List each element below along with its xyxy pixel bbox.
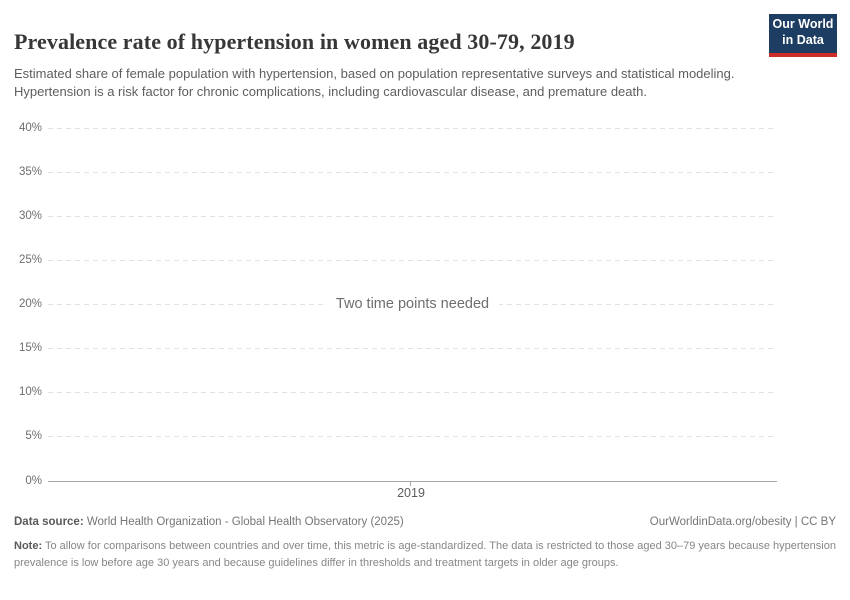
xtick-label-2019: 2019: [397, 486, 425, 500]
x-axis-line: [48, 481, 777, 482]
gridline: [48, 216, 777, 217]
empty-state-message-row: Two time points needed: [48, 294, 777, 314]
gridline: [48, 436, 777, 437]
chart-subtitle: Estimated share of female population wit…: [14, 66, 735, 99]
gridline: [48, 172, 777, 173]
ytick-label: 5%: [25, 430, 42, 442]
note-label: Note:: [14, 540, 43, 552]
gridline: [48, 128, 777, 129]
gridline: [48, 392, 777, 393]
ytick-label: 0%: [25, 475, 42, 487]
owid-logo-line1: Our World: [772, 17, 834, 31]
note-text: To allow for comparisons between countri…: [14, 540, 836, 569]
ytick-label: 15%: [18, 342, 42, 354]
data-source-label: Data source:: [14, 516, 84, 528]
footer-note: Note: To allow for comparisons between c…: [14, 538, 836, 572]
data-source-text: World Health Organization - Global Healt…: [86, 516, 404, 528]
ytick-label: 30%: [18, 210, 42, 222]
xaxis-tick-mark: [410, 481, 411, 486]
empty-state-message: Two time points needed: [325, 294, 500, 314]
ytick-label: 10%: [18, 386, 42, 398]
owid-logo[interactable]: Our World in Data: [769, 14, 837, 57]
gridline: [48, 348, 777, 349]
ytick-label: 25%: [18, 254, 42, 266]
footer-data-source: Data source: World Health Organization -…: [14, 516, 404, 528]
owid-logo-line2: in Data: [782, 32, 824, 47]
gridline: [48, 260, 777, 261]
attribution-link[interactable]: OurWorldinData.org/obesity | CC BY: [649, 516, 836, 528]
ytick-label: 35%: [18, 166, 42, 178]
ytick-label: 20%: [18, 298, 42, 310]
chart-title: Prevalence rate of hypertension in women…: [14, 28, 575, 54]
ytick-label: 40%: [18, 122, 42, 134]
